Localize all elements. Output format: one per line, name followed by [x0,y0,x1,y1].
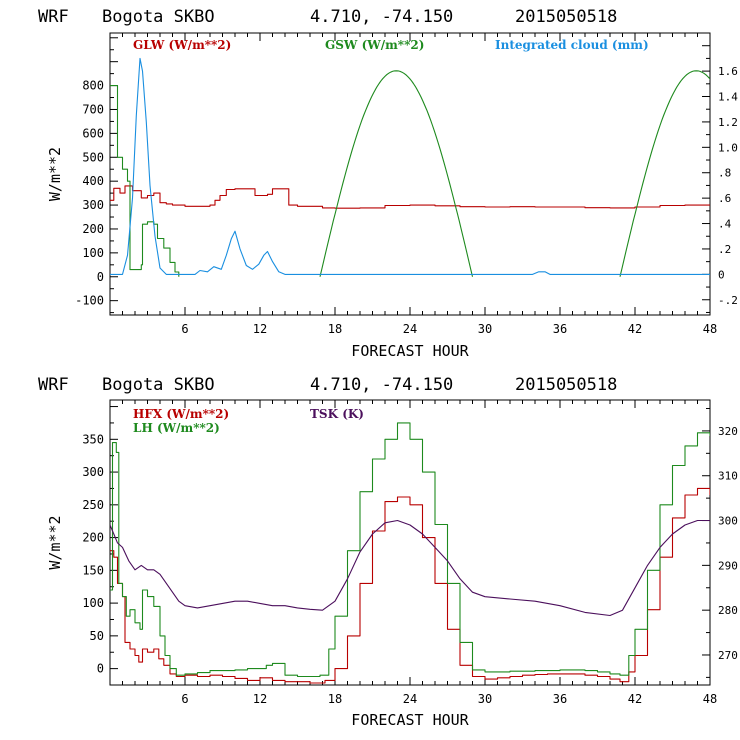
y-tick-label: 500 [82,150,104,164]
y-tick-label: -100 [75,294,104,308]
y-tick-label: 200 [82,222,104,236]
y2-tick-label: 310 [718,470,738,483]
chart-title-part: 4.710, -74.150 [310,7,453,27]
plot-frame [109,399,711,686]
x-tick-label: 36 [553,322,567,336]
chart-panel-1: WRF Bogota SKBO 4.710, -74.150 2015050518 6 1… [38,7,738,360]
y2-tick-label: 290 [718,559,738,572]
plot-area [110,422,710,684]
y2-tick-label: 1.0 [718,141,738,154]
y-tick-label: 300 [82,465,104,479]
y-tick-label: 150 [82,563,104,577]
y2-tick-label: 320 [718,425,738,438]
series-gsw-line [619,70,710,277]
y-axis-label: W/m**2 [46,147,64,201]
legend-entry: HFX (W/m**2) [133,407,229,421]
y-tick-label: 800 [82,79,104,93]
x-tick-label: 30 [478,692,492,706]
chart-title-part: WRF [38,7,69,27]
series-integrated-cloud-line [110,57,710,275]
series-tsk-line [110,519,710,617]
x-tick-label: 48 [703,692,717,706]
x-axis-label: FORECAST HOUR [351,342,469,360]
y2-tick-label: 1.2 [718,116,738,129]
y-tick-label: 200 [82,531,104,545]
legend-entry: GSW (W/m**2) [325,38,424,52]
y2-tick-label: 280 [718,604,738,617]
y-tick-label: 250 [82,498,104,512]
y2-tick-label: 1.6 [718,65,738,78]
x-tick-label: 48 [703,322,717,336]
y2-tick-label: 1.4 [718,91,738,104]
y-tick-label: 700 [82,102,104,116]
y-tick-label: 0 [97,662,104,676]
x-tick-label: 6 [181,692,188,706]
chart-panel-2: WRF Bogota SKBO 4.710, -74.150 2015050518 6 1… [38,375,738,729]
x-tick-label: 24 [403,692,417,706]
y-tick-label: 600 [82,126,104,140]
series-lh-line [110,422,710,678]
y-tick-label: 100 [82,596,104,610]
x-tick-label: 12 [253,692,267,706]
y2-tick-label: .8 [718,167,731,180]
y-tick-label: 0 [97,270,104,284]
plot-frame [109,32,711,316]
x-tick-label: 42 [628,322,642,336]
x-tick-label: 18 [328,322,342,336]
y-tick-label: 400 [82,174,104,188]
y2-tick-label: .4 [718,218,732,231]
x-tick-label: 36 [553,692,567,706]
x-tick-label: 30 [478,322,492,336]
y-tick-label: 100 [82,246,104,260]
series-glw-line [110,185,710,209]
x-tick-label: 42 [628,692,642,706]
chart-title-part: Bogota SKBO [102,7,215,27]
chart-title-part: 4.710, -74.150 [310,375,453,395]
legend-entry: LH (W/m**2) [133,421,220,435]
chart-title-part: 2015050518 [515,375,617,395]
x-axis-label: FORECAST HOUR [351,711,469,729]
x-tick-label: 24 [403,322,417,336]
legend-entry: TSK (K) [310,407,364,421]
y-tick-label: 50 [90,629,104,643]
x-tick-label: 6 [181,322,188,336]
y2-tick-label: 0 [718,268,725,281]
y2-tick-label: 270 [718,649,738,662]
series-hfx-line [110,487,710,684]
plot-area [110,57,710,277]
legend-entry: GLW (W/m**2) [133,38,231,52]
y2-tick-label: -.2 [718,294,738,307]
series-gsw-line [319,70,474,277]
y-tick-label: 300 [82,198,104,212]
legend-entry: Integrated cloud (mm) [495,38,649,52]
chart-title-part: 2015050518 [515,7,617,27]
y2-tick-label: 300 [718,515,738,528]
chart-title-part: WRF [38,375,69,395]
y2-tick-label: .2 [718,243,731,256]
x-tick-label: 12 [253,322,267,336]
y-tick-label: 350 [82,432,104,446]
chart-title-part: Bogota SKBO [102,375,215,395]
x-tick-label: 18 [328,692,342,706]
y-axis-label: W/m**2 [46,515,64,569]
series-gsw-line [110,85,180,277]
y2-tick-label: .6 [718,192,731,205]
